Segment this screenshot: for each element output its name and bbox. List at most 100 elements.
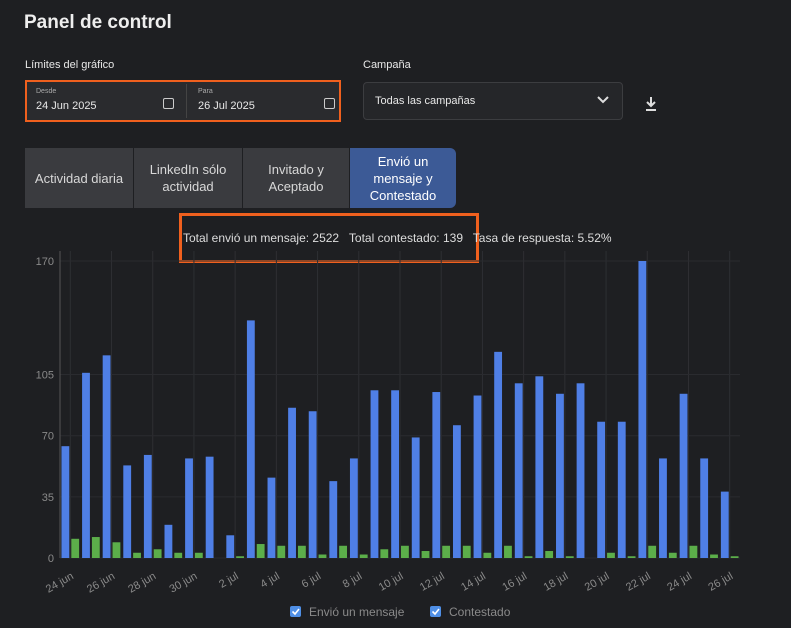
x-tick-label: 24 jun: [44, 570, 76, 595]
bar: [391, 390, 399, 558]
bar: [411, 437, 420, 558]
from-label: Desde: [36, 88, 57, 95]
bar: [483, 552, 492, 558]
campaign-value: Todas las campañas: [375, 95, 476, 107]
bar: [452, 425, 461, 558]
bar: [370, 390, 379, 558]
bar: [267, 477, 276, 558]
bar: [730, 556, 739, 558]
bar: [710, 554, 718, 558]
bar: [164, 524, 173, 558]
x-tick-label: 2 jul: [217, 570, 240, 590]
bar: [556, 393, 564, 558]
campaign-select[interactable]: Todas las campañas: [363, 82, 623, 120]
bar: [143, 454, 152, 558]
to-input[interactable]: 26 Jul 2025: [198, 100, 255, 112]
x-tick-label: 26 jun: [85, 570, 117, 595]
calendar-icon[interactable]: [163, 98, 174, 109]
x-tick-label: 12 jul: [418, 570, 447, 594]
bar: [565, 556, 574, 558]
y-tick-label: 0: [48, 553, 54, 565]
bar: [576, 383, 585, 558]
check: [431, 608, 440, 616]
bar: [112, 542, 121, 558]
bar: [123, 465, 132, 558]
x-tick-label: 24 jul: [665, 570, 694, 594]
title: Panel de control: [24, 12, 172, 33]
bar: [514, 383, 523, 558]
bar: [648, 545, 657, 558]
bar: [617, 421, 626, 558]
x-tick-label: 6 jul: [300, 570, 323, 590]
bar: [133, 552, 141, 558]
bar: [597, 421, 606, 558]
y-tick-label: 170: [36, 256, 54, 268]
bar: [462, 545, 471, 558]
tab[interactable]: Actividad diaria: [25, 148, 133, 208]
bar: [638, 261, 647, 558]
bar: [524, 556, 533, 558]
bar: [535, 376, 544, 558]
download-icon[interactable]: [644, 96, 658, 112]
date-range: Desde 24 Jun 2025 Para 26 Jul 2025: [25, 80, 341, 122]
bar: [174, 552, 183, 558]
bar: [246, 320, 255, 558]
bar: [61, 446, 70, 558]
legend-checkbox[interactable]: [290, 606, 301, 617]
calendar-icon[interactable]: [324, 98, 335, 109]
x-tick-label: 30 jun: [167, 570, 199, 595]
summary: Total envió un mensaje: 2522 Total conte…: [183, 231, 612, 245]
divider: [186, 84, 187, 118]
x-tick-label: 22 jul: [624, 570, 653, 594]
bar: [359, 554, 368, 558]
summary-sent: Total envió un mensaje: 2522: [183, 231, 340, 245]
bar: [205, 456, 214, 558]
bar: [349, 458, 358, 558]
y-tick-label: 105: [36, 370, 54, 382]
x-tick-label: 10 jul: [377, 570, 406, 594]
to-label: Para: [198, 88, 213, 95]
range-label: Límites del gráfico: [25, 59, 115, 71]
bar: [236, 556, 244, 558]
bar: [421, 551, 430, 558]
legend-label: Contestado: [449, 605, 511, 619]
bar: [297, 545, 306, 558]
y-tick-label: 70: [42, 431, 54, 443]
bar: [102, 355, 111, 558]
bar: [288, 407, 296, 558]
bar: [194, 552, 203, 558]
bar: [689, 545, 698, 558]
bar: [329, 481, 338, 558]
bar: [71, 538, 80, 558]
bar: [256, 544, 265, 558]
tab-active[interactable]: Envió un mensaje y Contestado: [350, 148, 456, 208]
campaign-label: Campaña: [363, 59, 411, 71]
bar: [308, 411, 317, 558]
bar: [720, 491, 729, 558]
summary-replied: Total contestado: 139: [348, 231, 463, 245]
bar: [91, 537, 100, 558]
bar: [432, 392, 441, 558]
legend-label: Envió un mensaje: [309, 605, 405, 619]
bar: [226, 535, 235, 558]
bar: [185, 458, 193, 558]
bar: [277, 545, 286, 558]
bar: [473, 395, 482, 558]
tab[interactable]: Invitado y Aceptado: [243, 148, 349, 208]
bar: [504, 545, 512, 558]
tab[interactable]: LinkedIn sólo actividad: [134, 148, 242, 208]
x-tick-label: 20 jul: [583, 570, 612, 594]
x-tick-label: 4 jul: [258, 570, 281, 590]
x-tick-label: 28 jun: [126, 570, 158, 595]
bar: [153, 549, 162, 558]
legend-checkbox[interactable]: [430, 606, 441, 617]
from-input[interactable]: 24 Jun 2025: [36, 100, 97, 112]
bar: [494, 351, 503, 558]
x-tick-label: 26 jul: [706, 570, 735, 594]
bar: [668, 552, 677, 558]
x-tick-label: 8 jul: [341, 570, 364, 590]
x-tick-label: 16 jul: [500, 570, 529, 594]
bar: [545, 551, 554, 558]
